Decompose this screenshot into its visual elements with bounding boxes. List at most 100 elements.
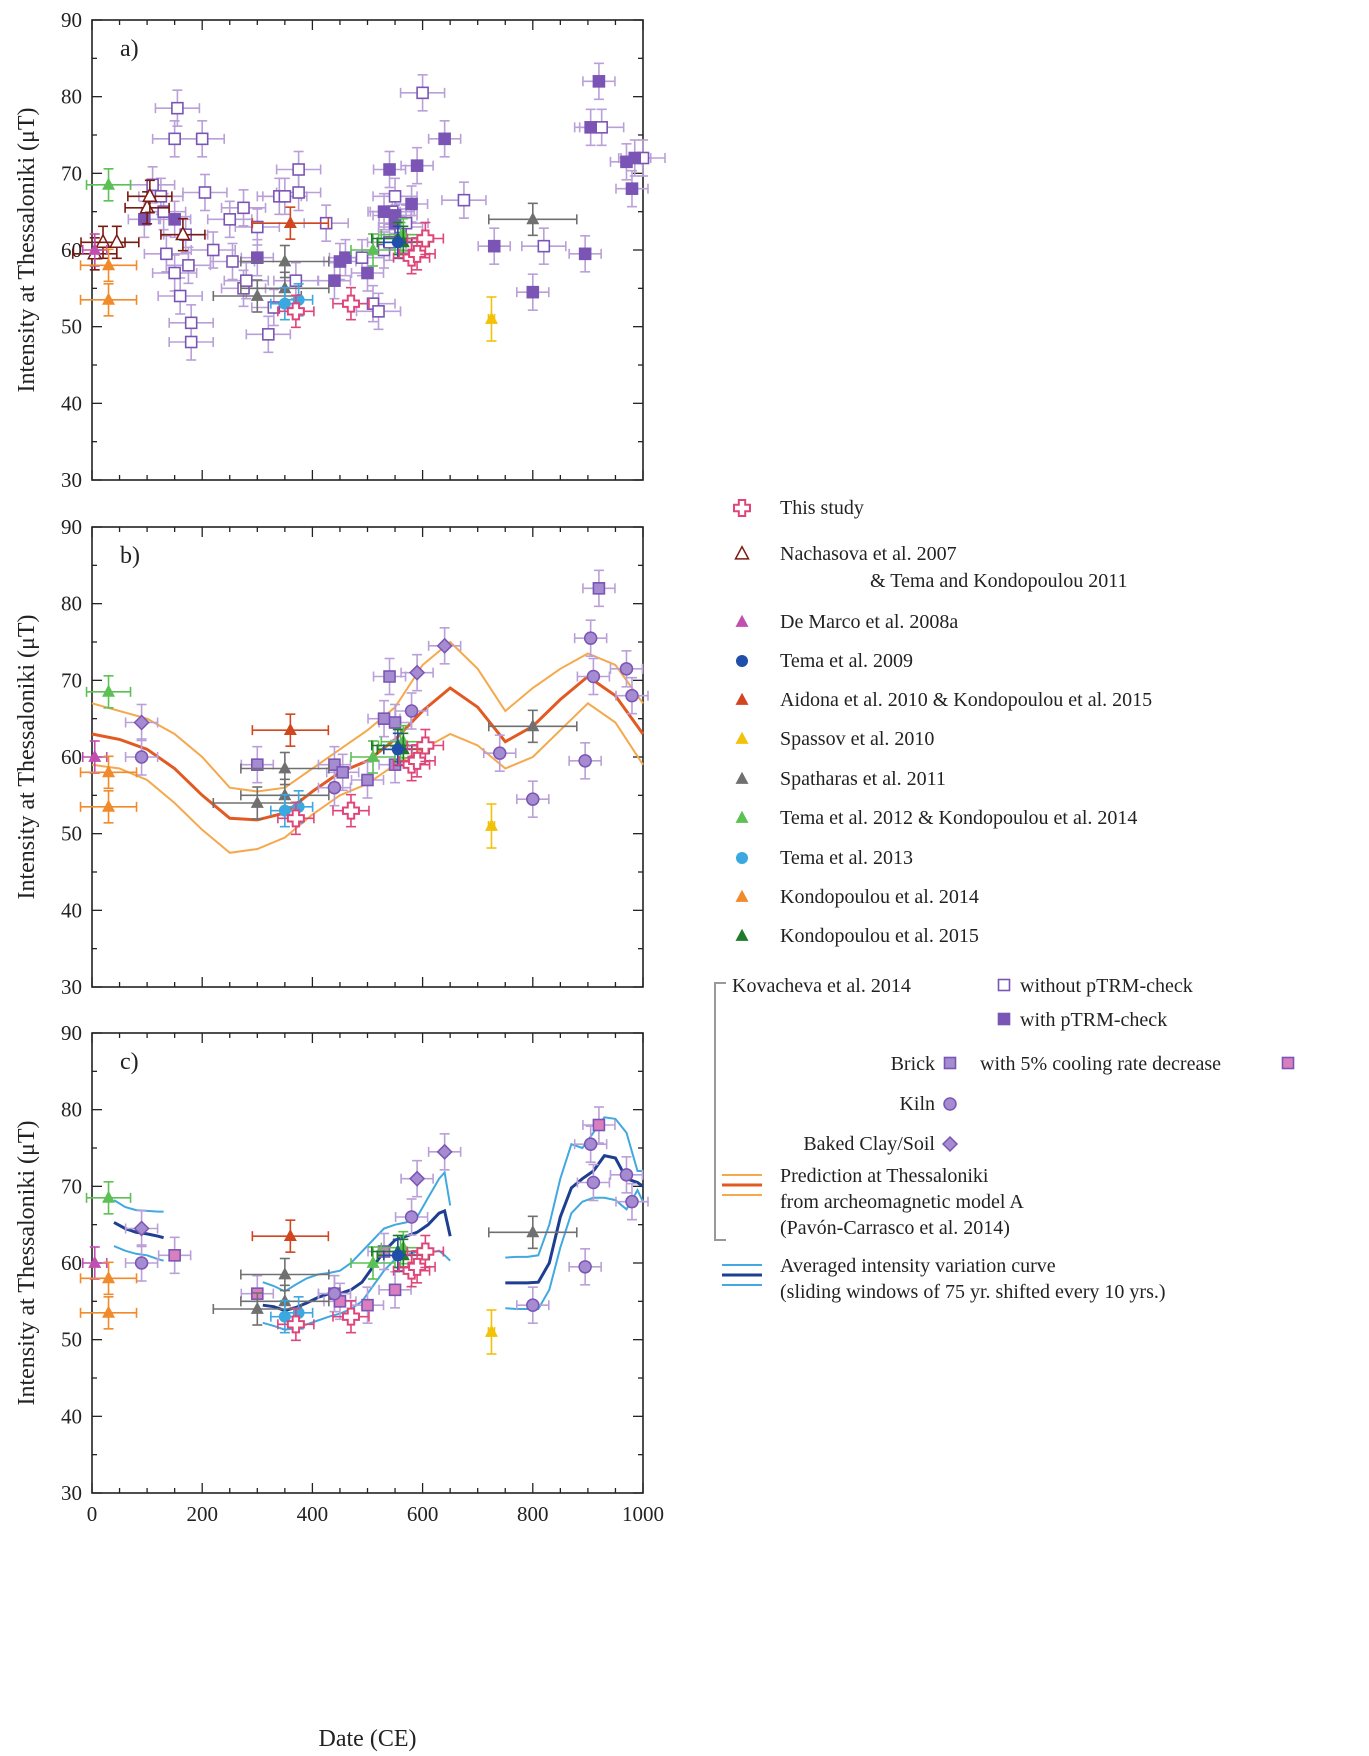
legend-label-model-2: from archeomagnetic model A [780, 1191, 1024, 1213]
kiln-point [625, 1194, 639, 1209]
panel-label: c) [120, 1049, 139, 1075]
kovacheva-open-point [226, 255, 239, 268]
nachasova-point [109, 233, 125, 248]
brick-point [361, 1298, 374, 1312]
y-axis-title: Intensity at Thessaloniki (μT) [14, 614, 40, 899]
y-tick-label: 40 [61, 1404, 82, 1428]
baked-clay-point [409, 664, 426, 681]
y-axis-title: Intensity at Thessaloniki (μT) [14, 1120, 40, 1405]
legend-label-kiln: Kiln [899, 1093, 935, 1115]
kiln-point [492, 746, 507, 760]
spatharas-point [526, 1225, 540, 1238]
kovacheva-open-point [198, 186, 212, 199]
legend-label-nachasova_1: Nachasova et al. 2007 [780, 543, 957, 565]
kovacheva-open-point [173, 289, 187, 303]
brick-point [592, 1118, 606, 1132]
legend-open-square [997, 978, 1011, 992]
kovacheva-filled-point [584, 121, 597, 134]
x-tick-label: 600 [407, 1502, 439, 1526]
kondo2014-point [102, 765, 116, 778]
y-axis-title: Intensity at Thessaloniki (μT) [14, 107, 40, 392]
spatharas-point [278, 761, 292, 774]
legend-nachasova-marker [734, 545, 750, 560]
kovacheva-filled-point [438, 132, 451, 146]
y-tick-label: 50 [61, 822, 82, 846]
spassov-point [484, 311, 498, 324]
this-study-point [408, 1257, 427, 1276]
this-study-point [286, 809, 305, 828]
y-tick-label: 80 [61, 592, 82, 616]
kiln-point [619, 1168, 634, 1182]
legend-label-tema2013: Tema et al. 2013 [780, 847, 913, 869]
y-tick-label: 30 [61, 468, 82, 492]
this-study-point [416, 736, 435, 755]
y-tick-label: 80 [61, 85, 82, 109]
legend-spassov-marker [735, 731, 749, 744]
kovacheva-open-point [372, 305, 385, 318]
tema2012-point [366, 242, 380, 255]
kondo2014-point [102, 799, 116, 812]
kondo2014-point [102, 1305, 116, 1318]
brick-point [336, 766, 350, 779]
demarco-point [88, 242, 102, 255]
y-tick-label: 60 [61, 1251, 82, 1275]
nachasova-point [95, 233, 111, 248]
kovacheva-open-point [278, 190, 292, 203]
panel-label: a) [120, 36, 139, 62]
legend-label-this_study: This study [780, 497, 864, 519]
x-tick-label: 200 [186, 1502, 218, 1526]
kovacheva-open-point [168, 132, 181, 146]
legend-tema2009-marker [736, 655, 748, 667]
legend-label-model-1: Prediction at Thessaloniki [780, 1165, 989, 1187]
kovacheva-filled-point [625, 182, 639, 195]
legend-label-avg-2: (sliding windows of 75 yr. shifted every… [780, 1281, 1166, 1303]
this-study-point [286, 302, 305, 321]
kovacheva-filled-point [328, 274, 341, 287]
legend-label-tema2009: Tema et al. 2009 [780, 650, 913, 672]
kovacheva-open-point [171, 101, 184, 115]
kiln-point [134, 1256, 149, 1270]
spatharas-point [526, 212, 540, 225]
demarco-point [88, 1255, 102, 1268]
legend-label-model-3: (Pavón-Carrasco et al. 2014) [780, 1217, 1010, 1239]
kiln-point [586, 669, 601, 684]
legend-baked-clay-marker [941, 1135, 959, 1153]
brick-point [361, 773, 374, 787]
tema2012-point [102, 1190, 116, 1203]
legend-aidona-marker [735, 692, 749, 705]
y-tick-label: 30 [61, 975, 82, 999]
nachasova-point [142, 187, 158, 202]
kovacheva-filled-point [592, 75, 606, 88]
baked-clay-point [133, 1220, 150, 1237]
x-tick-label: 800 [517, 1502, 549, 1526]
kiln-point [578, 754, 592, 768]
kovacheva-open-point [595, 121, 608, 134]
kovacheva-filled-point [377, 205, 391, 218]
legend-label-kondo2014: Kondopoulou et al. 2014 [780, 886, 979, 908]
y-tick-label: 50 [61, 1328, 82, 1352]
legend-demarco-marker [735, 614, 749, 627]
legend-label-nachasova-2: & Tema and Kondopoulou 2011 [870, 570, 1127, 592]
legend-filled-square [997, 1012, 1011, 1026]
this-study-point [341, 1307, 360, 1326]
legend-spatharas-marker [735, 771, 749, 784]
kovacheva-open-point [182, 259, 195, 272]
brick-point [251, 758, 264, 771]
kiln-point [134, 750, 149, 764]
kovacheva-filled-point [388, 209, 402, 222]
y-tick-label: 90 [61, 8, 82, 32]
y-tick-label: 60 [61, 238, 82, 262]
kovacheva-filled-point [383, 163, 396, 176]
legend-label-kondo2015: Kondopoulou et al. 2015 [780, 925, 979, 947]
legend-kondo2014-marker [735, 889, 749, 902]
y-tick-label: 90 [61, 515, 82, 539]
spatharas-point [526, 719, 540, 732]
kiln-point [578, 1260, 592, 1274]
y-tick-label: 70 [61, 161, 82, 185]
y-tick-label: 50 [61, 315, 82, 339]
kovacheva-open-point [289, 274, 303, 287]
spassov-point [484, 818, 498, 831]
legend-brick-marker [943, 1056, 957, 1070]
kiln-point [583, 1137, 598, 1151]
